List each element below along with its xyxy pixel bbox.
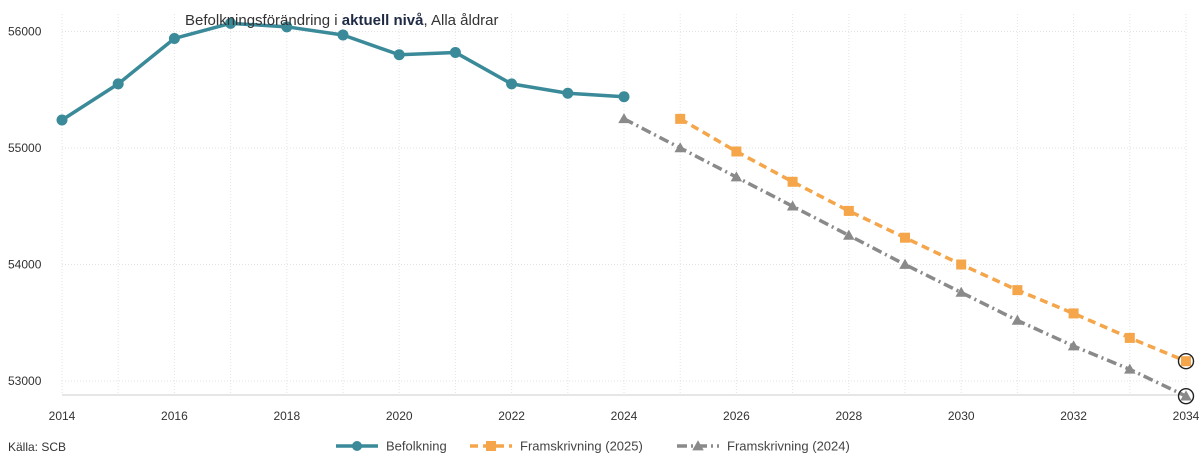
x-tick-label: 2016 [161, 409, 188, 423]
title-bold: aktuell nivå [342, 12, 424, 29]
square-marker [900, 232, 910, 243]
triangle-marker [1067, 340, 1080, 351]
x-tick-label: 2020 [386, 409, 413, 423]
end-point-highlight [1177, 387, 1195, 405]
circle-marker [393, 49, 405, 61]
y-tick-label: 55000 [8, 141, 42, 155]
legend-label: Befolkning [386, 439, 447, 454]
triangle-marker [1180, 390, 1192, 401]
legend-label: Framskrivning (2025) [520, 439, 643, 454]
circle-marker [337, 29, 349, 41]
x-tick-label: 2024 [611, 409, 638, 423]
title-suffix: , Alla åldrar [423, 12, 498, 29]
legend-circle-marker [352, 441, 362, 451]
legend-triangle-marker [692, 440, 704, 451]
circle-marker [618, 91, 630, 103]
triangle-marker [843, 229, 855, 240]
circle-marker [225, 17, 237, 29]
series-lines [56, 17, 1192, 401]
legend: Befolkning Framskrivning (2025) Framskrivn… [336, 439, 850, 454]
circle-marker [112, 78, 124, 90]
y-tick-label: 54000 [8, 258, 42, 272]
x-tick-label: 2014 [49, 409, 76, 423]
square-marker [787, 176, 798, 187]
legend-label: Framskrivning (2024) [727, 439, 850, 454]
square-marker [1181, 356, 1191, 367]
triangle-marker [674, 142, 686, 153]
end-highlights [1177, 353, 1195, 405]
square-marker [956, 259, 967, 270]
x-tick-label: 2028 [835, 409, 862, 423]
triangle-marker [786, 200, 799, 211]
triangle-marker [618, 113, 630, 124]
series-line-framskrivning-2024 [623, 117, 1187, 398]
square-marker [843, 205, 854, 216]
end-point-highlight [1177, 353, 1195, 370]
x-tick-label: 2034 [1173, 409, 1200, 423]
square-marker [1124, 332, 1135, 343]
axes: 2014 2016 2018 2020 2022 2024 2026 2028 2030 2032… [8, 24, 1200, 423]
square-marker [1012, 285, 1023, 296]
y-tick-label: 56000 [8, 24, 42, 38]
y-tick-label: 53000 [8, 374, 42, 388]
source-label: Källa: SCB [8, 440, 66, 454]
legend-square-marker [486, 441, 496, 451]
triangle-marker [899, 258, 911, 269]
x-tick-label: 2018 [273, 409, 300, 423]
triangle-marker [730, 171, 743, 182]
square-marker [1068, 308, 1079, 319]
gridlines [61, 14, 1187, 395]
x-tick-label: 2030 [948, 409, 975, 423]
x-tick-label: 2032 [1060, 409, 1087, 423]
circle-marker [562, 87, 574, 99]
title-prefix: Befolkningsförändring i [185, 12, 342, 29]
circle-marker [506, 78, 518, 90]
circle-marker [56, 114, 68, 126]
triangle-marker [1124, 363, 1136, 374]
x-tick-label: 2022 [498, 409, 525, 423]
series-line-framskrivning-2025 [679, 117, 1187, 363]
x-tick-label: 2026 [723, 409, 750, 423]
circle-marker [449, 46, 461, 58]
square-marker [675, 113, 686, 124]
chart-title: Befolkningsförändring i aktuell nivå, Al… [185, 12, 499, 29]
triangle-marker [955, 286, 967, 297]
triangle-marker [1011, 314, 1024, 325]
circle-marker [281, 21, 293, 33]
square-marker [731, 146, 742, 157]
circle-marker [168, 32, 180, 44]
